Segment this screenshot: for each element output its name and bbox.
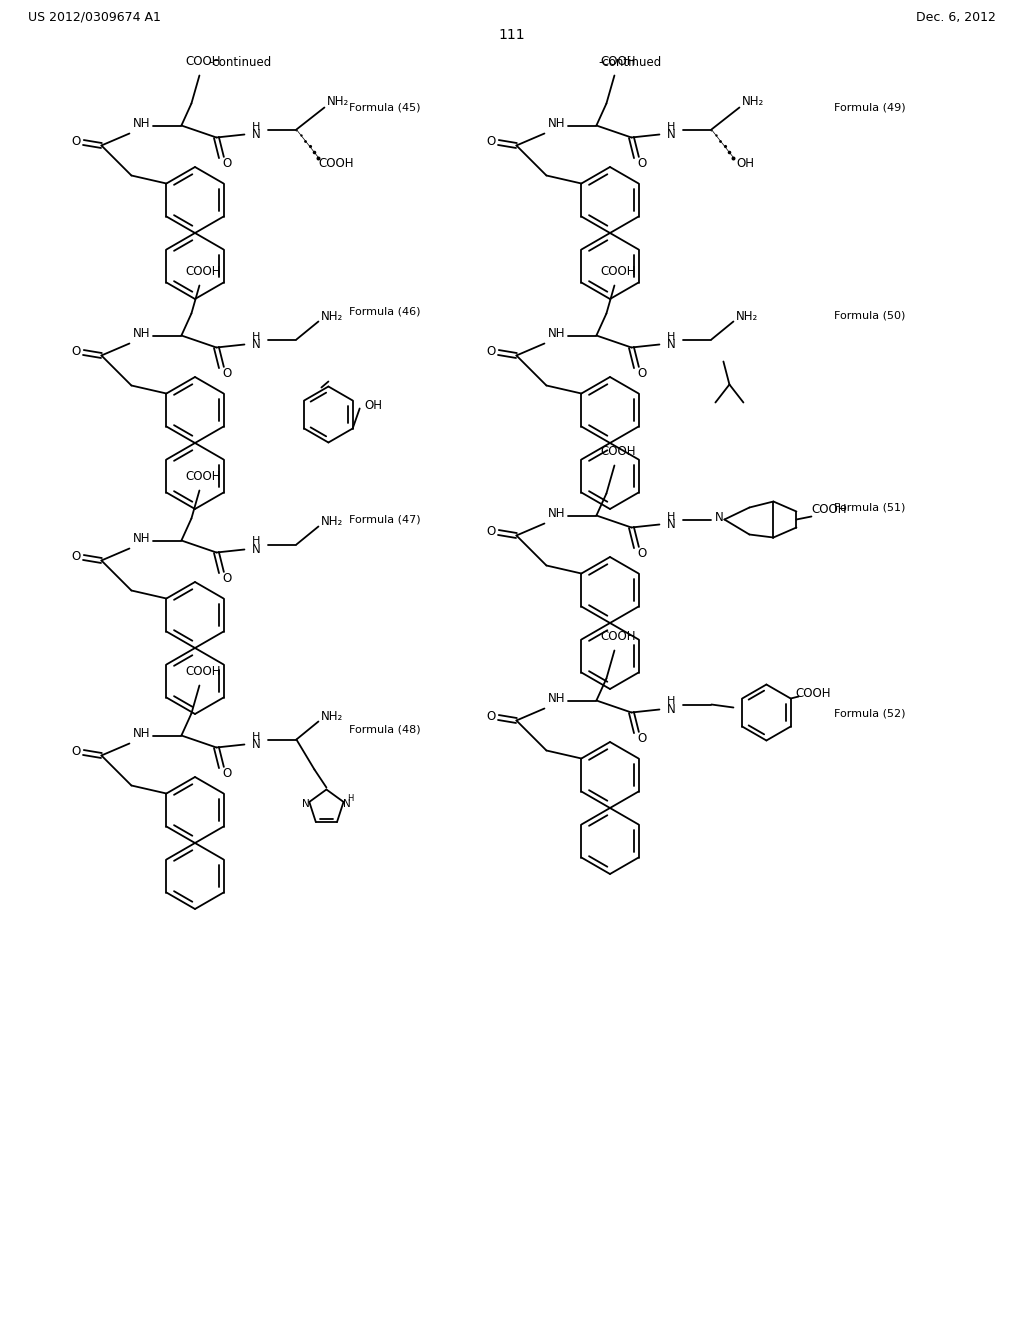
Text: COOH: COOH xyxy=(185,55,221,69)
Text: H: H xyxy=(252,536,261,546)
Text: O: O xyxy=(223,157,232,170)
Text: N: N xyxy=(252,338,261,351)
Text: NH₂: NH₂ xyxy=(322,710,343,723)
Text: O: O xyxy=(72,345,81,358)
Text: H: H xyxy=(252,331,261,342)
Text: O: O xyxy=(72,744,81,758)
Text: O: O xyxy=(638,367,647,380)
Text: N: N xyxy=(667,704,676,715)
Text: O: O xyxy=(486,710,496,723)
Text: COOH: COOH xyxy=(795,686,830,700)
Text: NH₂: NH₂ xyxy=(736,310,759,323)
Text: O: O xyxy=(486,525,496,539)
Text: O: O xyxy=(486,135,496,148)
Text: NH: NH xyxy=(133,532,151,545)
Text: N: N xyxy=(252,738,261,751)
Text: H: H xyxy=(252,121,261,132)
Text: O: O xyxy=(223,572,232,585)
Text: COOH: COOH xyxy=(601,630,636,643)
Text: Formula (49): Formula (49) xyxy=(835,102,906,112)
Text: COOH: COOH xyxy=(601,445,636,458)
Text: H: H xyxy=(668,697,676,706)
Text: N: N xyxy=(252,128,261,141)
Text: -continued: -continued xyxy=(598,55,662,69)
Text: N: N xyxy=(667,338,676,351)
Text: Formula (47): Formula (47) xyxy=(349,515,421,525)
Text: NH₂: NH₂ xyxy=(322,515,343,528)
Text: O: O xyxy=(638,733,647,744)
Text: O: O xyxy=(223,367,232,380)
Text: O: O xyxy=(486,345,496,358)
Text: NH₂: NH₂ xyxy=(742,95,765,108)
Text: NH: NH xyxy=(548,117,565,129)
Text: NH: NH xyxy=(133,327,151,341)
Text: O: O xyxy=(638,157,647,170)
Text: NH: NH xyxy=(548,692,565,705)
Text: N: N xyxy=(667,128,676,141)
Text: N: N xyxy=(715,511,724,524)
Text: COOH: COOH xyxy=(185,470,221,483)
Text: COOH: COOH xyxy=(601,265,636,279)
Text: O: O xyxy=(72,550,81,564)
Text: H: H xyxy=(252,731,261,742)
Text: NH: NH xyxy=(133,727,151,741)
Text: Formula (48): Formula (48) xyxy=(349,725,421,735)
Text: N: N xyxy=(667,517,676,531)
Text: Formula (46): Formula (46) xyxy=(349,308,421,317)
Text: H: H xyxy=(668,331,676,342)
Text: -continued: -continued xyxy=(208,55,271,69)
Text: COOH: COOH xyxy=(601,55,636,69)
Text: COOH: COOH xyxy=(318,157,354,170)
Text: Formula (51): Formula (51) xyxy=(835,502,905,512)
Text: 111: 111 xyxy=(499,28,525,42)
Text: Formula (45): Formula (45) xyxy=(349,102,421,112)
Text: O: O xyxy=(223,767,232,780)
Text: NH: NH xyxy=(548,507,565,520)
Text: O: O xyxy=(638,546,647,560)
Text: NH₂: NH₂ xyxy=(322,310,343,323)
Text: O: O xyxy=(72,135,81,148)
Text: NH: NH xyxy=(548,327,565,341)
Text: OH: OH xyxy=(736,157,755,170)
Text: N: N xyxy=(252,543,261,556)
Text: N: N xyxy=(302,799,310,809)
Text: H: H xyxy=(668,511,676,521)
Text: H: H xyxy=(347,795,353,804)
Text: OH: OH xyxy=(365,399,383,412)
Text: COOH: COOH xyxy=(185,665,221,678)
Text: NH: NH xyxy=(133,117,151,129)
Text: H: H xyxy=(668,121,676,132)
Text: NH₂: NH₂ xyxy=(328,95,349,108)
Text: Formula (52): Formula (52) xyxy=(835,708,906,718)
Text: US 2012/0309674 A1: US 2012/0309674 A1 xyxy=(28,11,161,24)
Text: N: N xyxy=(343,799,350,809)
Text: COOH: COOH xyxy=(185,265,221,279)
Text: COOH: COOH xyxy=(812,503,847,516)
Text: Formula (50): Formula (50) xyxy=(835,310,905,319)
Text: Dec. 6, 2012: Dec. 6, 2012 xyxy=(916,11,996,24)
